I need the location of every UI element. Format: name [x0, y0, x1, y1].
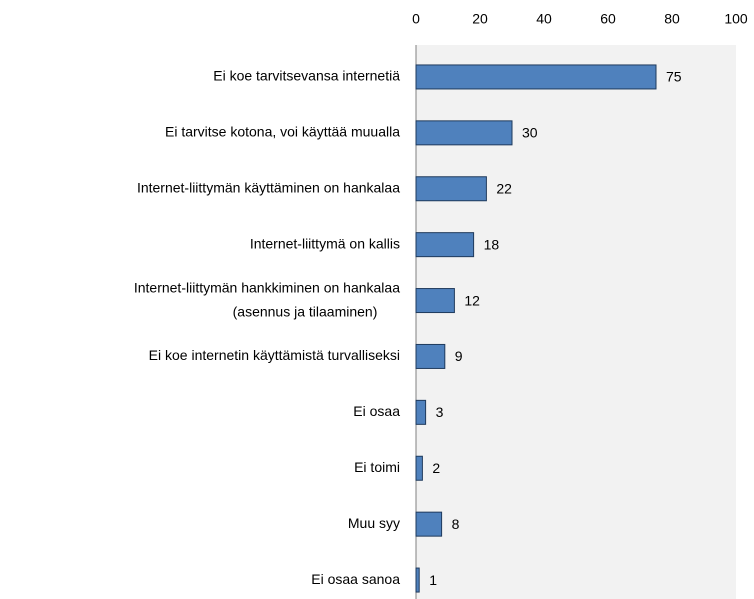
category-label: Ei osaa sanoa — [311, 571, 400, 587]
category-label: Ei toimi — [354, 459, 400, 475]
value-label: 8 — [452, 516, 460, 532]
x-tick-label: 100 — [724, 11, 748, 27]
value-label: 18 — [484, 236, 500, 252]
bar — [415, 399, 427, 425]
x-tick-label: 0 — [412, 11, 420, 27]
bar — [415, 567, 420, 593]
x-tick-label: 40 — [536, 11, 552, 27]
bar — [415, 288, 455, 314]
value-label: 9 — [455, 348, 463, 364]
category-label: Ei tarvitse kotona, voi käyttää muualla — [165, 124, 400, 140]
category-label: Ei koe internetin käyttämistä turvallise… — [149, 347, 400, 363]
category-label: Muu syy — [348, 515, 400, 531]
category-label: Ei osaa — [353, 403, 400, 419]
category-label: Internet-liittymän käyttäminen on hankal… — [137, 179, 400, 195]
value-label: 12 — [464, 292, 480, 308]
x-tick-label: 60 — [600, 11, 616, 27]
category-label: (asennus ja tilaaminen) — [233, 303, 378, 319]
bar — [415, 232, 475, 258]
category-label: Internet-liittymä on kallis — [250, 235, 400, 251]
bar — [415, 511, 443, 537]
category-label: Ei koe tarvitsevansa internetiä — [213, 68, 400, 84]
bar — [415, 64, 657, 90]
value-label: 75 — [666, 69, 682, 85]
bar — [415, 176, 487, 202]
category-label: Internet-liittymän hankkiminen on hankal… — [134, 279, 400, 295]
x-tick-label: 80 — [664, 11, 680, 27]
value-label: 22 — [496, 180, 512, 196]
value-label: 3 — [436, 404, 444, 420]
value-label: 2 — [432, 460, 440, 476]
value-label: 1 — [429, 572, 437, 588]
value-label: 30 — [522, 125, 538, 141]
bar — [415, 120, 513, 146]
x-tick-label: 20 — [472, 11, 488, 27]
bar — [415, 343, 446, 369]
bar — [415, 455, 423, 481]
